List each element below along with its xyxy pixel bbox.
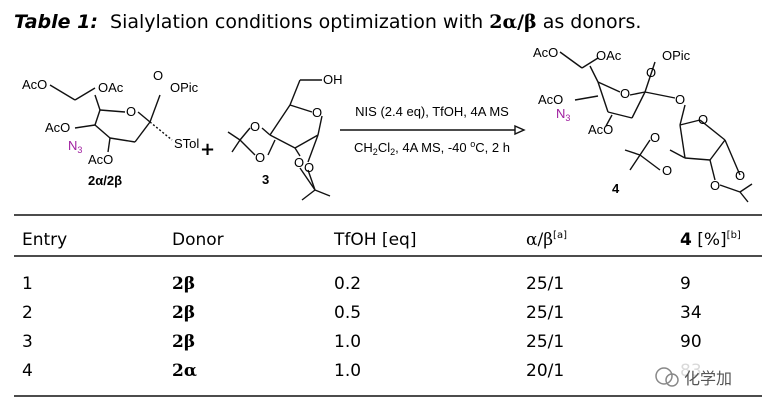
group-label: O xyxy=(662,163,672,178)
table-cell: 0.2 xyxy=(334,274,361,294)
watermark-text: 化学加 xyxy=(684,369,732,388)
header-part: [%] xyxy=(692,230,727,250)
group-label: OAc xyxy=(596,48,622,63)
group-label: O xyxy=(255,150,265,165)
header-sup: [a] xyxy=(553,230,567,241)
watermark-icon xyxy=(655,367,673,385)
group-label: O xyxy=(620,86,630,101)
caption-donor: 2α/β xyxy=(489,11,536,33)
table-cell: 2 xyxy=(22,303,33,323)
group-label: O xyxy=(646,65,656,80)
table-header: Entry Donor TfOH [eq] α/β[a] 4 [%][b] xyxy=(22,230,741,250)
table-cell: 25/1 xyxy=(526,332,564,352)
table-cell: 2β xyxy=(172,332,195,352)
azide: N3 xyxy=(68,138,82,155)
table-cell: 1.0 xyxy=(334,332,361,352)
table-cell: 3 xyxy=(22,332,33,352)
group-label: AcO xyxy=(588,122,613,137)
group-label: O xyxy=(304,160,314,175)
table-cell: 9 xyxy=(680,274,691,294)
caption-label: Table 1: xyxy=(14,11,98,33)
header-sup: [b] xyxy=(727,230,741,241)
cond-part: Cl xyxy=(378,140,390,155)
table-cell: 34 xyxy=(680,303,702,323)
group-label: OH xyxy=(323,72,343,87)
product-bonds xyxy=(559,51,753,203)
table-cell: 1 xyxy=(22,274,33,294)
conditions-below: CH2Cl2, 4A MS, -40 oC, 2 h xyxy=(354,139,510,157)
header-cell: α/β[a] xyxy=(526,230,567,250)
compound-label: 4 xyxy=(612,181,620,196)
header-cell: Donor xyxy=(172,230,224,250)
table-cell: 0.5 xyxy=(334,303,361,323)
compound-label: 3 xyxy=(262,172,269,187)
watermark-icon xyxy=(665,373,679,387)
compound-label: 2α/2β xyxy=(88,173,122,188)
acceptor-bonds xyxy=(227,79,331,201)
conditions-above: NIS (2.4 eq), TfOH, 4A MS xyxy=(355,104,509,119)
group-label: AcO xyxy=(533,45,558,60)
header-part: α/β xyxy=(526,230,553,250)
group-label: O xyxy=(294,155,304,170)
table-body: 1 2β 0.2 25/1 9 2 2β 0.5 25/1 34 3 2β 1.0 25/1 90 4 2α 1.… xyxy=(22,274,702,381)
table-cell: 4 xyxy=(22,361,33,381)
cond-part: C, 2 h xyxy=(475,140,510,155)
acceptor-labels: OH O O O O O 3 xyxy=(250,72,343,187)
group-label: O xyxy=(675,92,685,107)
table-cell: 25/1 xyxy=(526,274,564,294)
group-label: O xyxy=(710,178,720,193)
product-labels: AcO OAc OPic O O AcO AcO O O O O O O N3 … xyxy=(533,45,745,196)
watermark: 化学加 xyxy=(648,362,760,392)
table-cell: 20/1 xyxy=(526,361,564,381)
table-cell: 2α xyxy=(172,361,197,381)
group-label: O xyxy=(650,130,660,145)
group-label: AcO xyxy=(88,152,113,167)
azide: N3 xyxy=(556,106,570,123)
group-label: OPic xyxy=(170,80,199,95)
donor-labels: AcO OAc OPic O O AcO AcO STol N3 2α/2β xyxy=(22,68,199,188)
group-label: OAc xyxy=(98,80,124,95)
azide-sub: 3 xyxy=(77,145,82,155)
group-label: AcO xyxy=(22,77,47,92)
group-label: OPic xyxy=(662,48,691,63)
header-cell: TfOH [eq] xyxy=(333,230,416,250)
cond-sub: 2 xyxy=(373,147,378,157)
azide-main: N xyxy=(68,138,77,153)
cond-part: , 4A MS, -40 xyxy=(395,140,470,155)
table-cell: 2β xyxy=(172,303,195,323)
header-cell: 4 [%][b] xyxy=(680,230,741,250)
cond-part: CH xyxy=(354,140,373,155)
donor-bonds xyxy=(49,84,173,153)
group-label: O xyxy=(735,168,745,183)
header-cell: Entry xyxy=(22,230,67,250)
group-label: O xyxy=(312,105,322,120)
azide-main: N xyxy=(556,106,565,121)
group-label: AcO xyxy=(538,92,563,107)
table-cell: 1.0 xyxy=(334,361,361,381)
group-label: STol xyxy=(174,136,199,151)
cond-sup: o xyxy=(470,139,475,149)
caption-text: Sialylation conditions optimization with xyxy=(110,11,489,33)
plus: + xyxy=(200,139,215,160)
caption: Table 1: Sialylation conditions optimiza… xyxy=(14,11,641,33)
group-label: O xyxy=(698,112,708,127)
group-label: O xyxy=(153,68,163,83)
table-cell: 25/1 xyxy=(526,303,564,323)
cond-sub: 2 xyxy=(390,147,395,157)
header-part: 4 xyxy=(680,230,692,250)
azide-sub: 3 xyxy=(565,113,570,123)
arrow-head xyxy=(514,124,526,136)
group-label: O xyxy=(126,104,136,119)
group-label: AcO xyxy=(45,120,70,135)
caption-end: as donors. xyxy=(537,11,642,33)
table-cell: 2β xyxy=(172,274,195,294)
group-label: O xyxy=(250,119,260,134)
table-cell: 90 xyxy=(680,332,702,352)
